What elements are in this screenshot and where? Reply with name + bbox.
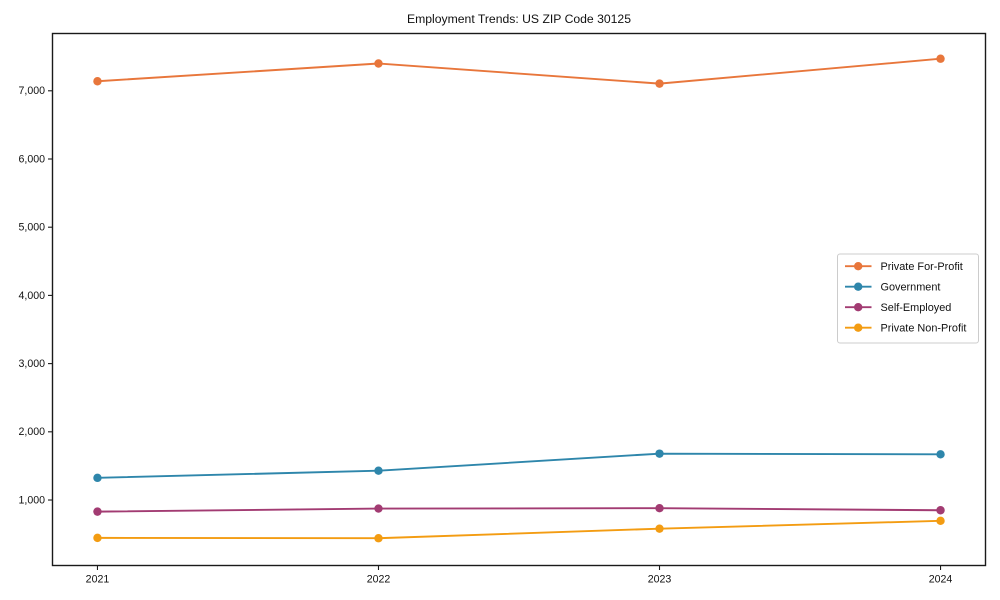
legend-box [837, 253, 979, 344]
data-point [93, 77, 102, 86]
data-point [374, 466, 383, 475]
data-point [655, 504, 664, 513]
legend-marker-icon [854, 262, 863, 271]
data-point [655, 524, 664, 533]
y-tick-label: 7,000 [18, 85, 45, 97]
legend-item: Private For-Profit [845, 261, 963, 273]
legend-label: Private Non-Profit [881, 322, 967, 334]
data-point [374, 59, 383, 68]
y-tick-label: 2,000 [18, 426, 45, 438]
legend-label: Self-Employed [881, 302, 952, 314]
y-tick-label: 3,000 [18, 358, 45, 370]
y-tick-label: 1,000 [18, 494, 45, 506]
plot-area: 1,000 2,000 3,000 4,000 5,000 6,000 7,000 2021 2… [18, 32, 987, 586]
data-point [93, 473, 102, 483]
legend-item: Private Non-Profit [845, 322, 966, 334]
series-line [96, 519, 942, 540]
chart-title: Employment Trends: US ZIP Code 30125 [407, 12, 631, 26]
data-point [93, 533, 102, 543]
legend-label: Government [881, 281, 941, 293]
legend-marker-icon [854, 303, 863, 312]
x-tick-label: 2021 [86, 574, 110, 586]
series-line [96, 452, 942, 479]
data-point [93, 507, 102, 516]
data-point [374, 504, 383, 513]
x-tick-label: 2023 [648, 574, 672, 586]
data-point [936, 450, 945, 459]
legend-marker-icon [854, 282, 863, 291]
y-tick-label: 5,000 [18, 222, 45, 234]
legend-marker-icon [854, 323, 863, 332]
legend-item: Government [845, 281, 940, 293]
data-point [655, 449, 664, 458]
x-tick-label: 2022 [367, 574, 391, 586]
data-point [374, 534, 383, 543]
legend-item: Self-Employed [845, 302, 951, 314]
legend-label: Private For-Profit [881, 261, 963, 273]
series-line [96, 507, 942, 513]
y-tick-label: 4,000 [18, 290, 45, 302]
series-line [96, 57, 942, 85]
chart-legend: Private For-Profit Government Self-Employe… [837, 253, 979, 344]
data-point [936, 516, 945, 526]
data-point [655, 79, 664, 88]
x-tick-label: 2024 [929, 574, 953, 586]
y-tick-label: 6,000 [18, 153, 45, 165]
data-point [936, 506, 945, 515]
plot-frame [51, 32, 987, 567]
data-point [936, 54, 945, 63]
